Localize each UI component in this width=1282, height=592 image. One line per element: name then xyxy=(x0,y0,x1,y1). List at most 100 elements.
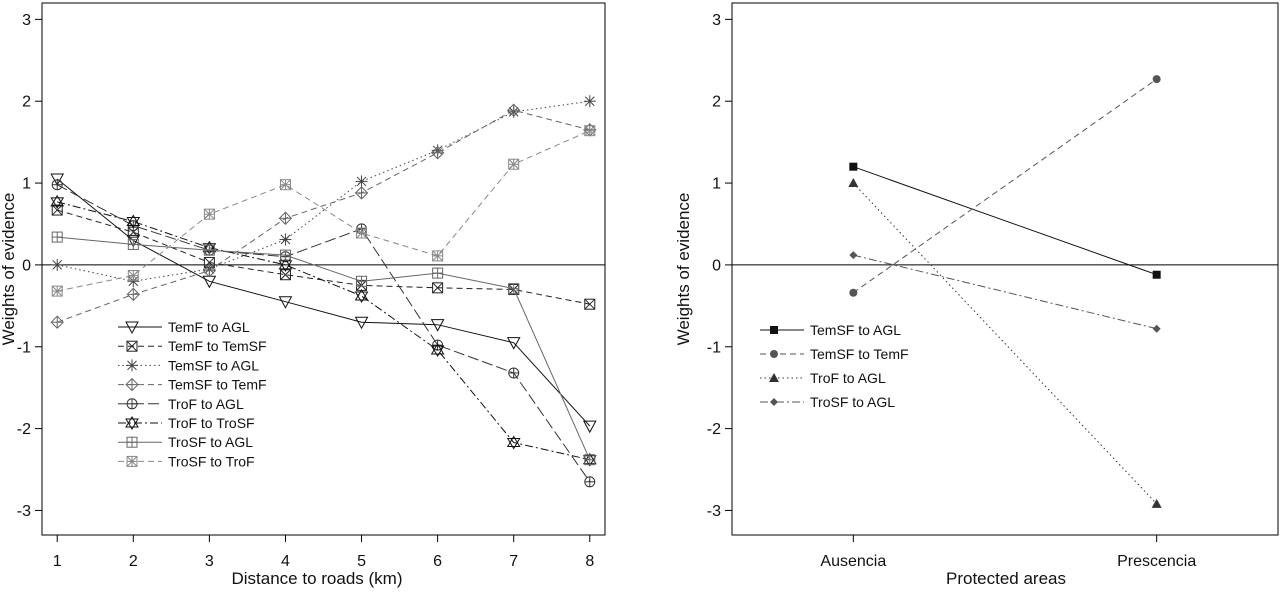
legend-label: TroF to AGL xyxy=(168,396,244,412)
data-point xyxy=(506,103,521,117)
legend-label: TroSF to AGL xyxy=(168,434,253,450)
data-point xyxy=(506,337,521,350)
x-tick-label: 1 xyxy=(53,553,62,570)
data-point xyxy=(278,211,293,225)
y-tick-label: -1 xyxy=(17,339,31,356)
series-line xyxy=(56,178,591,427)
data-point xyxy=(1152,75,1161,84)
data-point xyxy=(279,179,291,191)
data-point xyxy=(203,208,215,220)
legend-item: TroSF to AGL xyxy=(760,394,895,410)
y-tick-label: 2 xyxy=(712,94,721,111)
data-point xyxy=(51,285,63,297)
y-tick-label: 0 xyxy=(712,257,721,274)
legend-item: TroSF to TroF xyxy=(118,453,255,469)
series-temf-to-agl xyxy=(50,173,597,434)
series-line xyxy=(853,166,1157,276)
x-tick-label: 6 xyxy=(433,553,442,570)
data-point xyxy=(127,270,139,282)
y-tick-label: -1 xyxy=(707,339,721,356)
series-line xyxy=(57,109,590,323)
legend-item: TemSF to TemF xyxy=(118,377,267,393)
legend-marker xyxy=(770,398,778,406)
data-point xyxy=(583,95,596,108)
legend-label: TemF to AGL xyxy=(168,319,250,335)
data-point xyxy=(432,267,444,279)
series-line xyxy=(57,201,590,461)
x-tick-label: 3 xyxy=(205,553,214,570)
data-point xyxy=(582,420,597,434)
y-tick-label: 3 xyxy=(22,12,31,29)
data-point xyxy=(354,316,369,330)
data-point xyxy=(430,319,445,332)
y-tick-label: -2 xyxy=(17,421,31,438)
series-trosf-to-agl xyxy=(51,231,596,466)
data-point xyxy=(203,244,215,256)
x-axis-title: Protected areas xyxy=(946,569,1066,588)
legend-item: TroSF to AGL xyxy=(118,434,253,450)
series-trof-to-trosf xyxy=(50,194,597,467)
legend-marker xyxy=(126,398,138,410)
data-point xyxy=(1152,270,1161,279)
x-tick-label: Prescencia xyxy=(1117,553,1196,570)
data-point xyxy=(51,179,63,191)
plot-frame xyxy=(731,2,1279,536)
x-tick-label: 8 xyxy=(585,553,594,570)
legend-marker xyxy=(125,321,139,335)
legend-item: TemSF to AGL xyxy=(118,357,259,373)
legend-label: TemSF to TemF xyxy=(168,377,267,393)
legend-marker xyxy=(126,340,138,352)
series-temsf-to-temf xyxy=(849,75,1161,297)
legend-label: TemSF to AGL xyxy=(810,322,901,338)
y-tick-label: 1 xyxy=(712,176,721,193)
data-point xyxy=(50,194,65,209)
series-line xyxy=(853,254,1157,330)
data-point xyxy=(354,289,369,303)
data-point xyxy=(430,146,445,160)
legend-marker xyxy=(770,326,778,334)
series-trof-to-agl xyxy=(848,178,1162,508)
data-point xyxy=(355,175,368,188)
legend-marker xyxy=(126,359,138,372)
legend-item: TemF to TemSF xyxy=(118,338,267,354)
series-temsf-to-agl xyxy=(51,95,596,288)
legend-label: TemSF to AGL xyxy=(168,357,259,373)
data-point xyxy=(506,435,521,450)
protected-areas-chart: -3 -2 -1 0 1 2 3 Ausencia Prescencia Protected … xyxy=(674,2,1279,588)
y-tick-label: -2 xyxy=(707,421,721,438)
data-point xyxy=(1151,498,1162,508)
distance-to-roads-chart: -3 -2 -1 0 1 2 3 1 2 3 4 5 6 7 8 Distance to roads (k… xyxy=(0,2,606,588)
data-point xyxy=(50,173,65,187)
y-axis-title: Weights of evidence xyxy=(0,193,18,346)
y-tick-label: 3 xyxy=(712,12,721,29)
legend-item: TroF to TroSF xyxy=(118,415,255,431)
series-temsf-to-temf xyxy=(50,103,597,329)
legend-label: TemF to TemSF xyxy=(168,338,267,354)
legend-label: TroF to AGL xyxy=(810,370,886,386)
legend-label: TroF to TroSF xyxy=(168,415,255,431)
data-point xyxy=(278,257,293,272)
legend-label: TroSF to TroF xyxy=(168,453,255,469)
data-point xyxy=(508,283,520,295)
series-trosf-to-agl xyxy=(849,251,1161,333)
legend-item: TemSF to AGL xyxy=(760,322,901,338)
data-point xyxy=(584,476,596,488)
data-point xyxy=(354,186,369,200)
data-point xyxy=(508,158,520,170)
data-point xyxy=(584,454,596,466)
data-point xyxy=(430,343,445,357)
data-point xyxy=(50,315,64,329)
legend-marker xyxy=(126,436,138,448)
series-line xyxy=(57,209,590,305)
series-line xyxy=(57,236,591,460)
y-tick-label: 1 xyxy=(22,176,31,193)
data-point xyxy=(202,263,217,278)
data-point xyxy=(279,269,291,281)
data-point xyxy=(278,296,293,309)
legend-marker xyxy=(126,455,138,467)
series-line xyxy=(57,100,590,282)
series-line xyxy=(853,78,1157,294)
legend-marker xyxy=(769,373,779,382)
series-line xyxy=(57,130,591,292)
data-point xyxy=(126,214,141,229)
